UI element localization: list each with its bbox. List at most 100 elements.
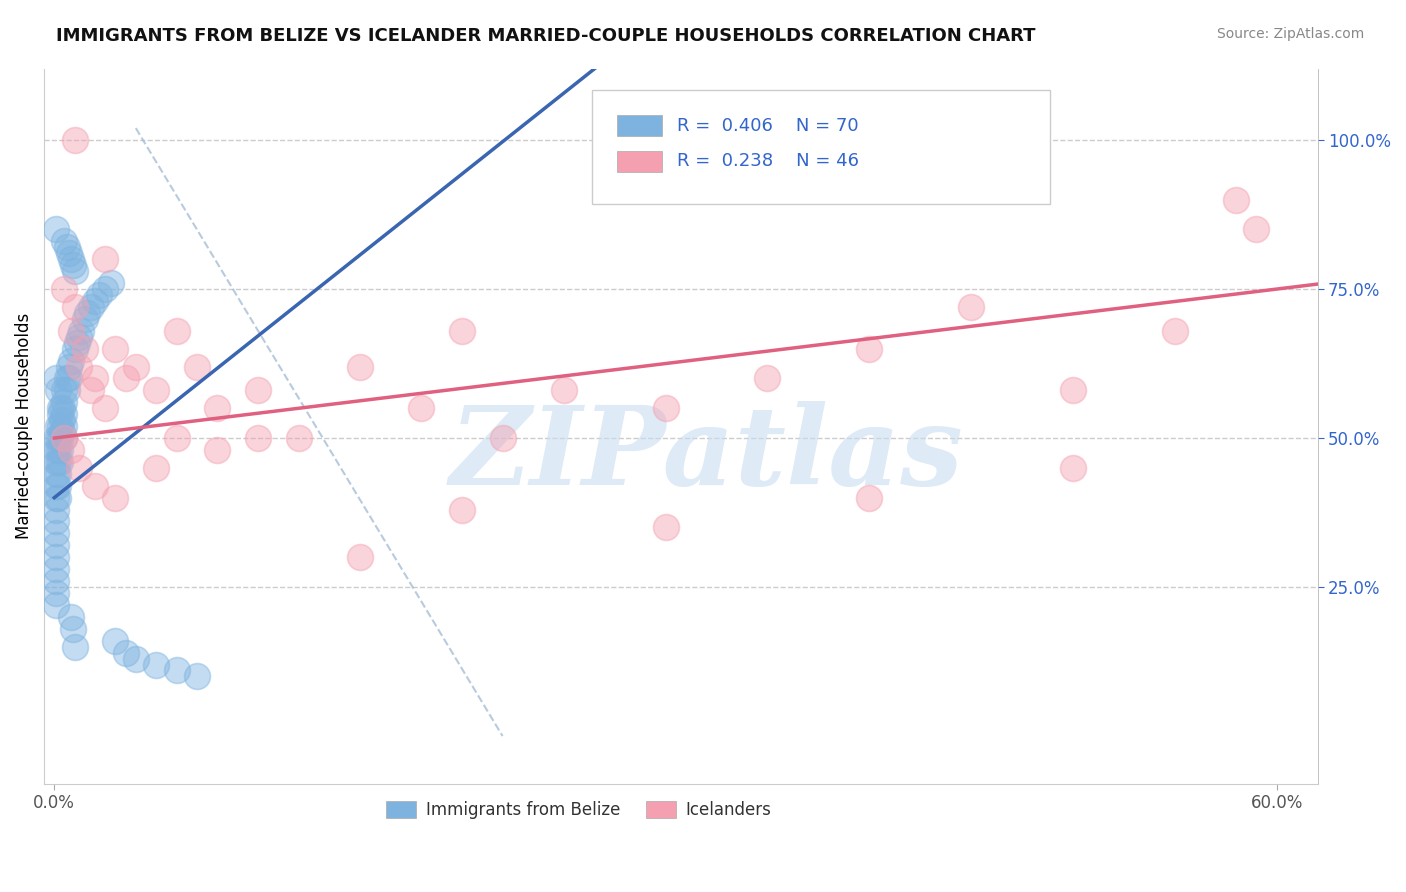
Point [53,395,76,409]
Point [45,222,67,236]
Point [53,419,76,434]
Legend: Immigrants from Belize, Icelanders: Immigrants from Belize, Icelanders [380,794,779,825]
Text: Source: ZipAtlas.com: Source: ZipAtlas.com [1216,27,1364,41]
Point [166,664,188,678]
Point [80,300,103,314]
Point [125,651,148,665]
Point [491,431,513,445]
Point [62,622,84,636]
Point [76,306,98,320]
Point [166,324,188,338]
Point [66,335,89,350]
Point [49,401,72,416]
Point [45,502,67,516]
Point [45,431,67,445]
Text: IMMIGRANTS FROM BELIZE VS ICELANDER MARRIED-COUPLE HOUSEHOLDS CORRELATION CHART: IMMIGRANTS FROM BELIZE VS ICELANDER MARR… [56,27,1036,45]
Point [45,586,67,600]
Point [247,384,270,398]
Point [49,407,72,421]
Point [84,293,107,308]
Point [73,311,96,326]
Point [53,384,76,398]
Point [654,401,676,416]
Point [45,574,67,588]
Point [48,384,70,398]
Point [1062,460,1084,475]
Point [104,491,127,505]
Text: R =  0.406    N = 70: R = 0.406 N = 70 [678,117,859,135]
Point [960,300,983,314]
Point [553,384,575,398]
Point [207,442,229,457]
Point [69,324,91,338]
Point [207,401,229,416]
Point [49,442,72,457]
Point [80,384,103,398]
Point [55,371,77,385]
Point [104,342,127,356]
Point [186,669,208,683]
Point [51,401,73,416]
Point [67,359,90,374]
Point [53,431,76,445]
Point [48,455,70,469]
Point [186,359,208,374]
Point [45,538,67,552]
Point [48,467,70,481]
Point [58,359,80,374]
Point [45,491,67,505]
Point [94,282,117,296]
Point [1225,193,1247,207]
Point [45,598,67,612]
Point [63,264,86,278]
Point [1164,324,1187,338]
Point [45,526,67,541]
Point [145,657,167,672]
Point [51,413,73,427]
Point [654,520,676,534]
Point [288,431,311,445]
Point [48,431,70,445]
Point [67,329,90,343]
Point [49,455,72,469]
Text: R =  0.238    N = 46: R = 0.238 N = 46 [678,153,859,170]
Point [48,419,70,434]
Point [45,467,67,481]
Point [45,442,67,457]
Point [48,442,70,457]
Point [45,515,67,529]
Point [1062,384,1084,398]
Point [247,431,270,445]
Point [45,479,67,493]
Point [409,401,432,416]
Point [94,252,117,267]
Point [55,240,77,254]
Point [58,371,80,385]
Point [63,300,86,314]
Point [59,442,82,457]
Point [166,431,188,445]
FancyBboxPatch shape [617,115,662,136]
Point [67,460,90,475]
Point [145,460,167,475]
Point [53,235,76,249]
Point [53,282,76,296]
Point [59,252,82,267]
Point [94,401,117,416]
Point [63,133,86,147]
Point [63,640,86,654]
Point [45,550,67,565]
FancyBboxPatch shape [617,151,662,172]
Point [100,276,122,290]
Point [114,646,136,660]
Point [49,419,72,434]
Point [48,491,70,505]
Point [62,258,84,272]
Point [1246,222,1268,236]
Point [84,479,107,493]
Point [858,342,880,356]
Point [450,324,472,338]
Point [114,371,136,385]
Point [125,359,148,374]
Point [63,342,86,356]
